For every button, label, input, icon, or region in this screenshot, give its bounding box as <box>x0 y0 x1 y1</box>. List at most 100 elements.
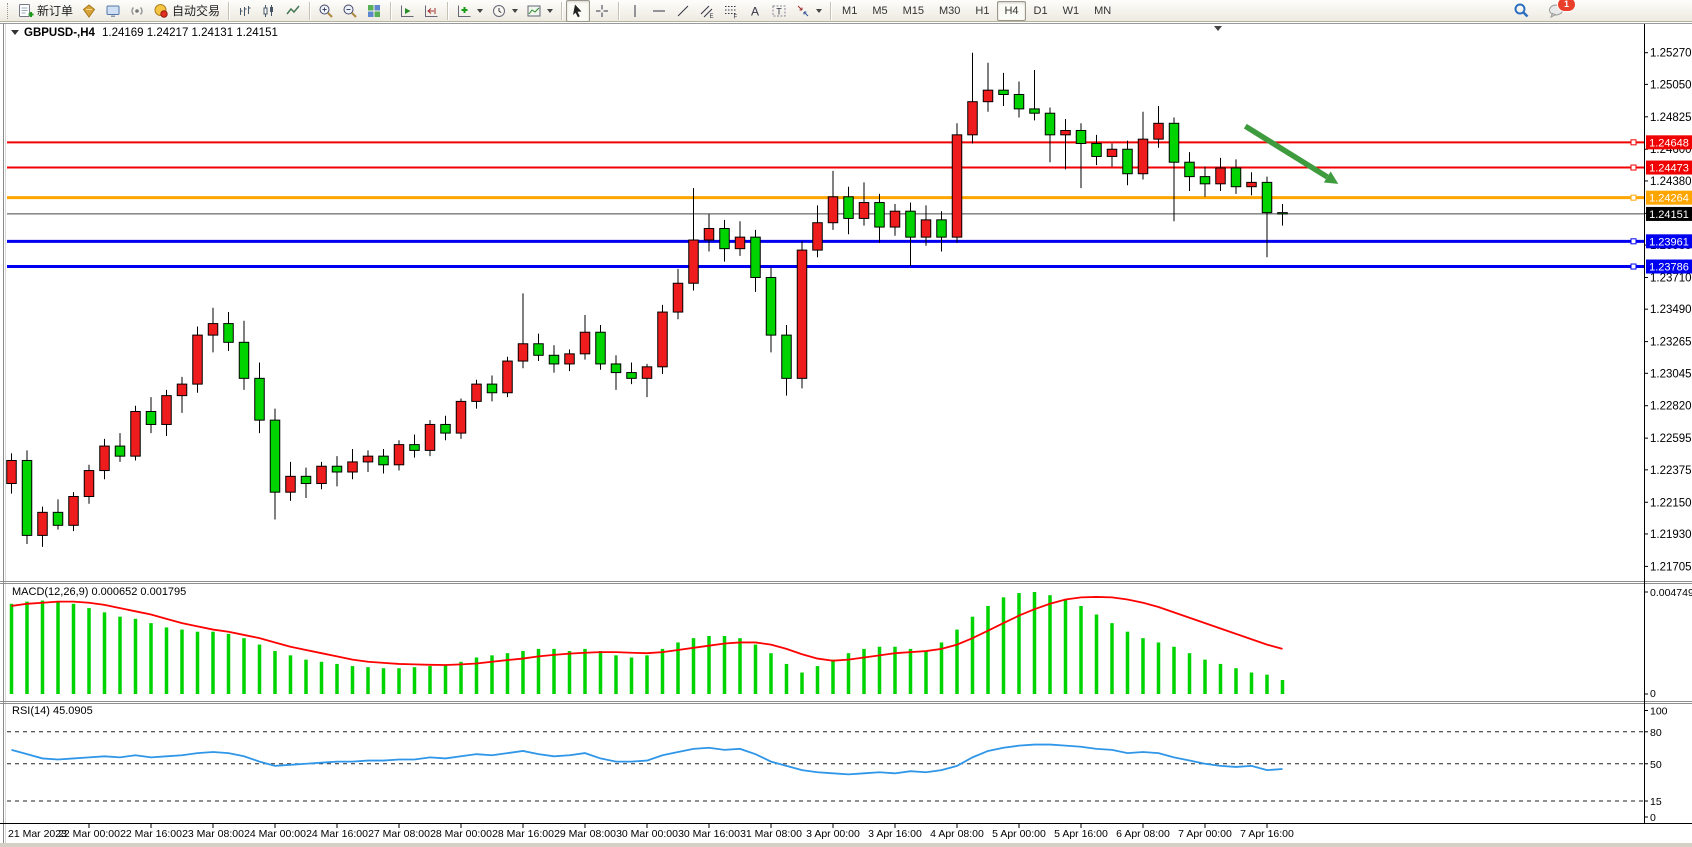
timeframe-button-D1[interactable]: D1 <box>1033 4 1048 17</box>
toolbar-separator <box>228 1 230 20</box>
toolbar-separator <box>830 1 832 20</box>
line-handle[interactable] <box>1630 238 1637 245</box>
chevron-down-icon <box>477 8 484 13</box>
time-tick-label: 22 Mar 00:00 <box>58 828 120 840</box>
time-tick-label: 5 Apr 16:00 <box>1054 828 1108 840</box>
line-handle[interactable] <box>1630 139 1637 146</box>
toolbar-separator <box>390 1 392 20</box>
timeframe-button-H4[interactable]: H4 <box>997 0 1026 21</box>
timeframe-button-MN[interactable]: MN <box>1094 4 1112 17</box>
timeframe-button-M15[interactable]: M15 <box>902 4 924 17</box>
svg-text:T: T <box>776 6 782 16</box>
cursor-icon <box>570 3 586 19</box>
autotrading-button[interactable]: 自动交易 <box>149 0 224 22</box>
crosshair-icon <box>594 3 610 19</box>
time-tick-label: 3 Apr 16:00 <box>868 828 922 840</box>
timeframe-button-H1[interactable]: H1 <box>975 4 990 17</box>
crosshair-button[interactable] <box>590 0 614 22</box>
new-order-label: 新订单 <box>37 4 74 18</box>
line-handle[interactable] <box>1630 263 1637 270</box>
channel-icon: E <box>699 3 715 19</box>
time-tick-label: 30 Mar 16:00 <box>678 828 740 840</box>
trendline-tool-button[interactable] <box>671 0 695 22</box>
auto-scroll-icon <box>399 3 415 19</box>
zoom-out-button[interactable] <box>338 0 362 22</box>
periods-button[interactable] <box>487 0 522 22</box>
add-indicator-button[interactable] <box>452 0 487 22</box>
window-chrome <box>0 23 1692 843</box>
time-tick-label: 5 Apr 00:00 <box>992 828 1046 840</box>
timeframe-button-M5[interactable]: M5 <box>872 4 888 17</box>
time-tick-label: 28 Mar 16:00 <box>492 828 554 840</box>
price-tick-label: 1.23490 <box>1650 304 1692 316</box>
collapse-triangle-icon[interactable] <box>11 30 19 35</box>
time-tick-label: 7 Apr 00:00 <box>1178 828 1232 840</box>
terminal-button[interactable] <box>101 0 125 22</box>
new-order-button[interactable]: 新订单 <box>14 0 77 22</box>
chat-bubble-icon <box>1548 3 1566 19</box>
vertical-line-tool-button[interactable] <box>623 0 647 22</box>
toolbar-grip <box>7 2 11 19</box>
line-chart-button[interactable] <box>281 0 305 22</box>
fibonacci-icon: F <box>723 3 739 19</box>
autotrading-icon <box>153 3 169 19</box>
signals-button[interactable] <box>125 0 149 22</box>
text-label-tool-button[interactable]: T <box>767 0 791 22</box>
metaeditor-button[interactable] <box>77 0 101 22</box>
macd-label: MACD(12,26,9) 0.000652 0.001795 <box>12 586 186 598</box>
rsi-label: RSI(14) 45.0905 <box>12 705 93 717</box>
chart-shift-button[interactable] <box>419 0 443 22</box>
notifications-button[interactable]: 1 <box>1544 0 1576 22</box>
cursor-button[interactable] <box>566 0 591 22</box>
trendline-icon <box>675 3 691 19</box>
bar-chart-button[interactable] <box>233 0 257 22</box>
svg-text:100: 100 <box>1650 706 1668 718</box>
macd-pane: MACD(12,26,9) 0.000652 0.001795 0.004749 0 <box>9 586 1692 700</box>
chart-shift-icon <box>423 3 439 19</box>
line-handle[interactable] <box>1630 194 1637 201</box>
svg-text:E: E <box>710 14 714 19</box>
search-button[interactable] <box>1509 0 1534 22</box>
timeframe-button-M30[interactable]: M30 <box>939 4 961 17</box>
new-order-icon <box>18 3 34 19</box>
price-level-badge: 1.23961 <box>1649 236 1689 248</box>
candlestick-chart-icon <box>261 3 277 19</box>
signals-icon <box>129 3 145 19</box>
time-tick-label: 31 Mar 08:00 <box>740 828 802 840</box>
current-price-badge: 1.24151 <box>1649 209 1689 221</box>
tile-windows-button[interactable] <box>362 0 386 22</box>
channel-tool-button[interactable]: E <box>695 0 719 22</box>
line-handle[interactable] <box>1630 164 1637 171</box>
bar-chart-icon <box>237 3 253 19</box>
tile-windows-icon <box>366 3 382 19</box>
price-level-badge: 1.23786 <box>1649 262 1689 274</box>
price-tick-label: 1.24380 <box>1650 176 1692 188</box>
zoom-in-button[interactable] <box>314 0 338 22</box>
fibonacci-tool-button[interactable]: F <box>719 0 743 22</box>
chart-ohlc-values: 1.24169 1.24217 1.24131 1.24151 <box>102 27 278 39</box>
text-label-icon: T <box>771 3 787 19</box>
arrows-tool-button[interactable] <box>791 0 826 22</box>
timeframe-button-W1[interactable]: W1 <box>1062 4 1080 17</box>
candlestick-chart-button[interactable] <box>257 0 281 22</box>
notification-badge: 1 <box>1557 0 1576 12</box>
autotrading-label: 自动交易 <box>172 4 221 18</box>
text-icon: A <box>747 3 763 19</box>
pane-frames <box>0 24 1692 824</box>
trend-arrow[interactable] <box>1243 123 1329 180</box>
auto-scroll-button[interactable] <box>395 0 419 22</box>
horizontal-line-tool-button[interactable] <box>647 0 671 22</box>
text-tool-button[interactable]: A <box>743 0 767 22</box>
time-tick-label: 29 Mar 08:00 <box>554 828 616 840</box>
time-tick-label: 4 Apr 08:00 <box>930 828 984 840</box>
macd-signal-line <box>11 596 1283 666</box>
time-tick-label: 6 Apr 08:00 <box>1116 828 1170 840</box>
clock-icon <box>491 3 507 19</box>
time-tick-label: 24 Mar 16:00 <box>306 828 368 840</box>
toolbar-separator <box>447 1 449 20</box>
timeframe-button-M1[interactable]: M1 <box>842 4 858 17</box>
templates-button[interactable] <box>522 0 557 22</box>
